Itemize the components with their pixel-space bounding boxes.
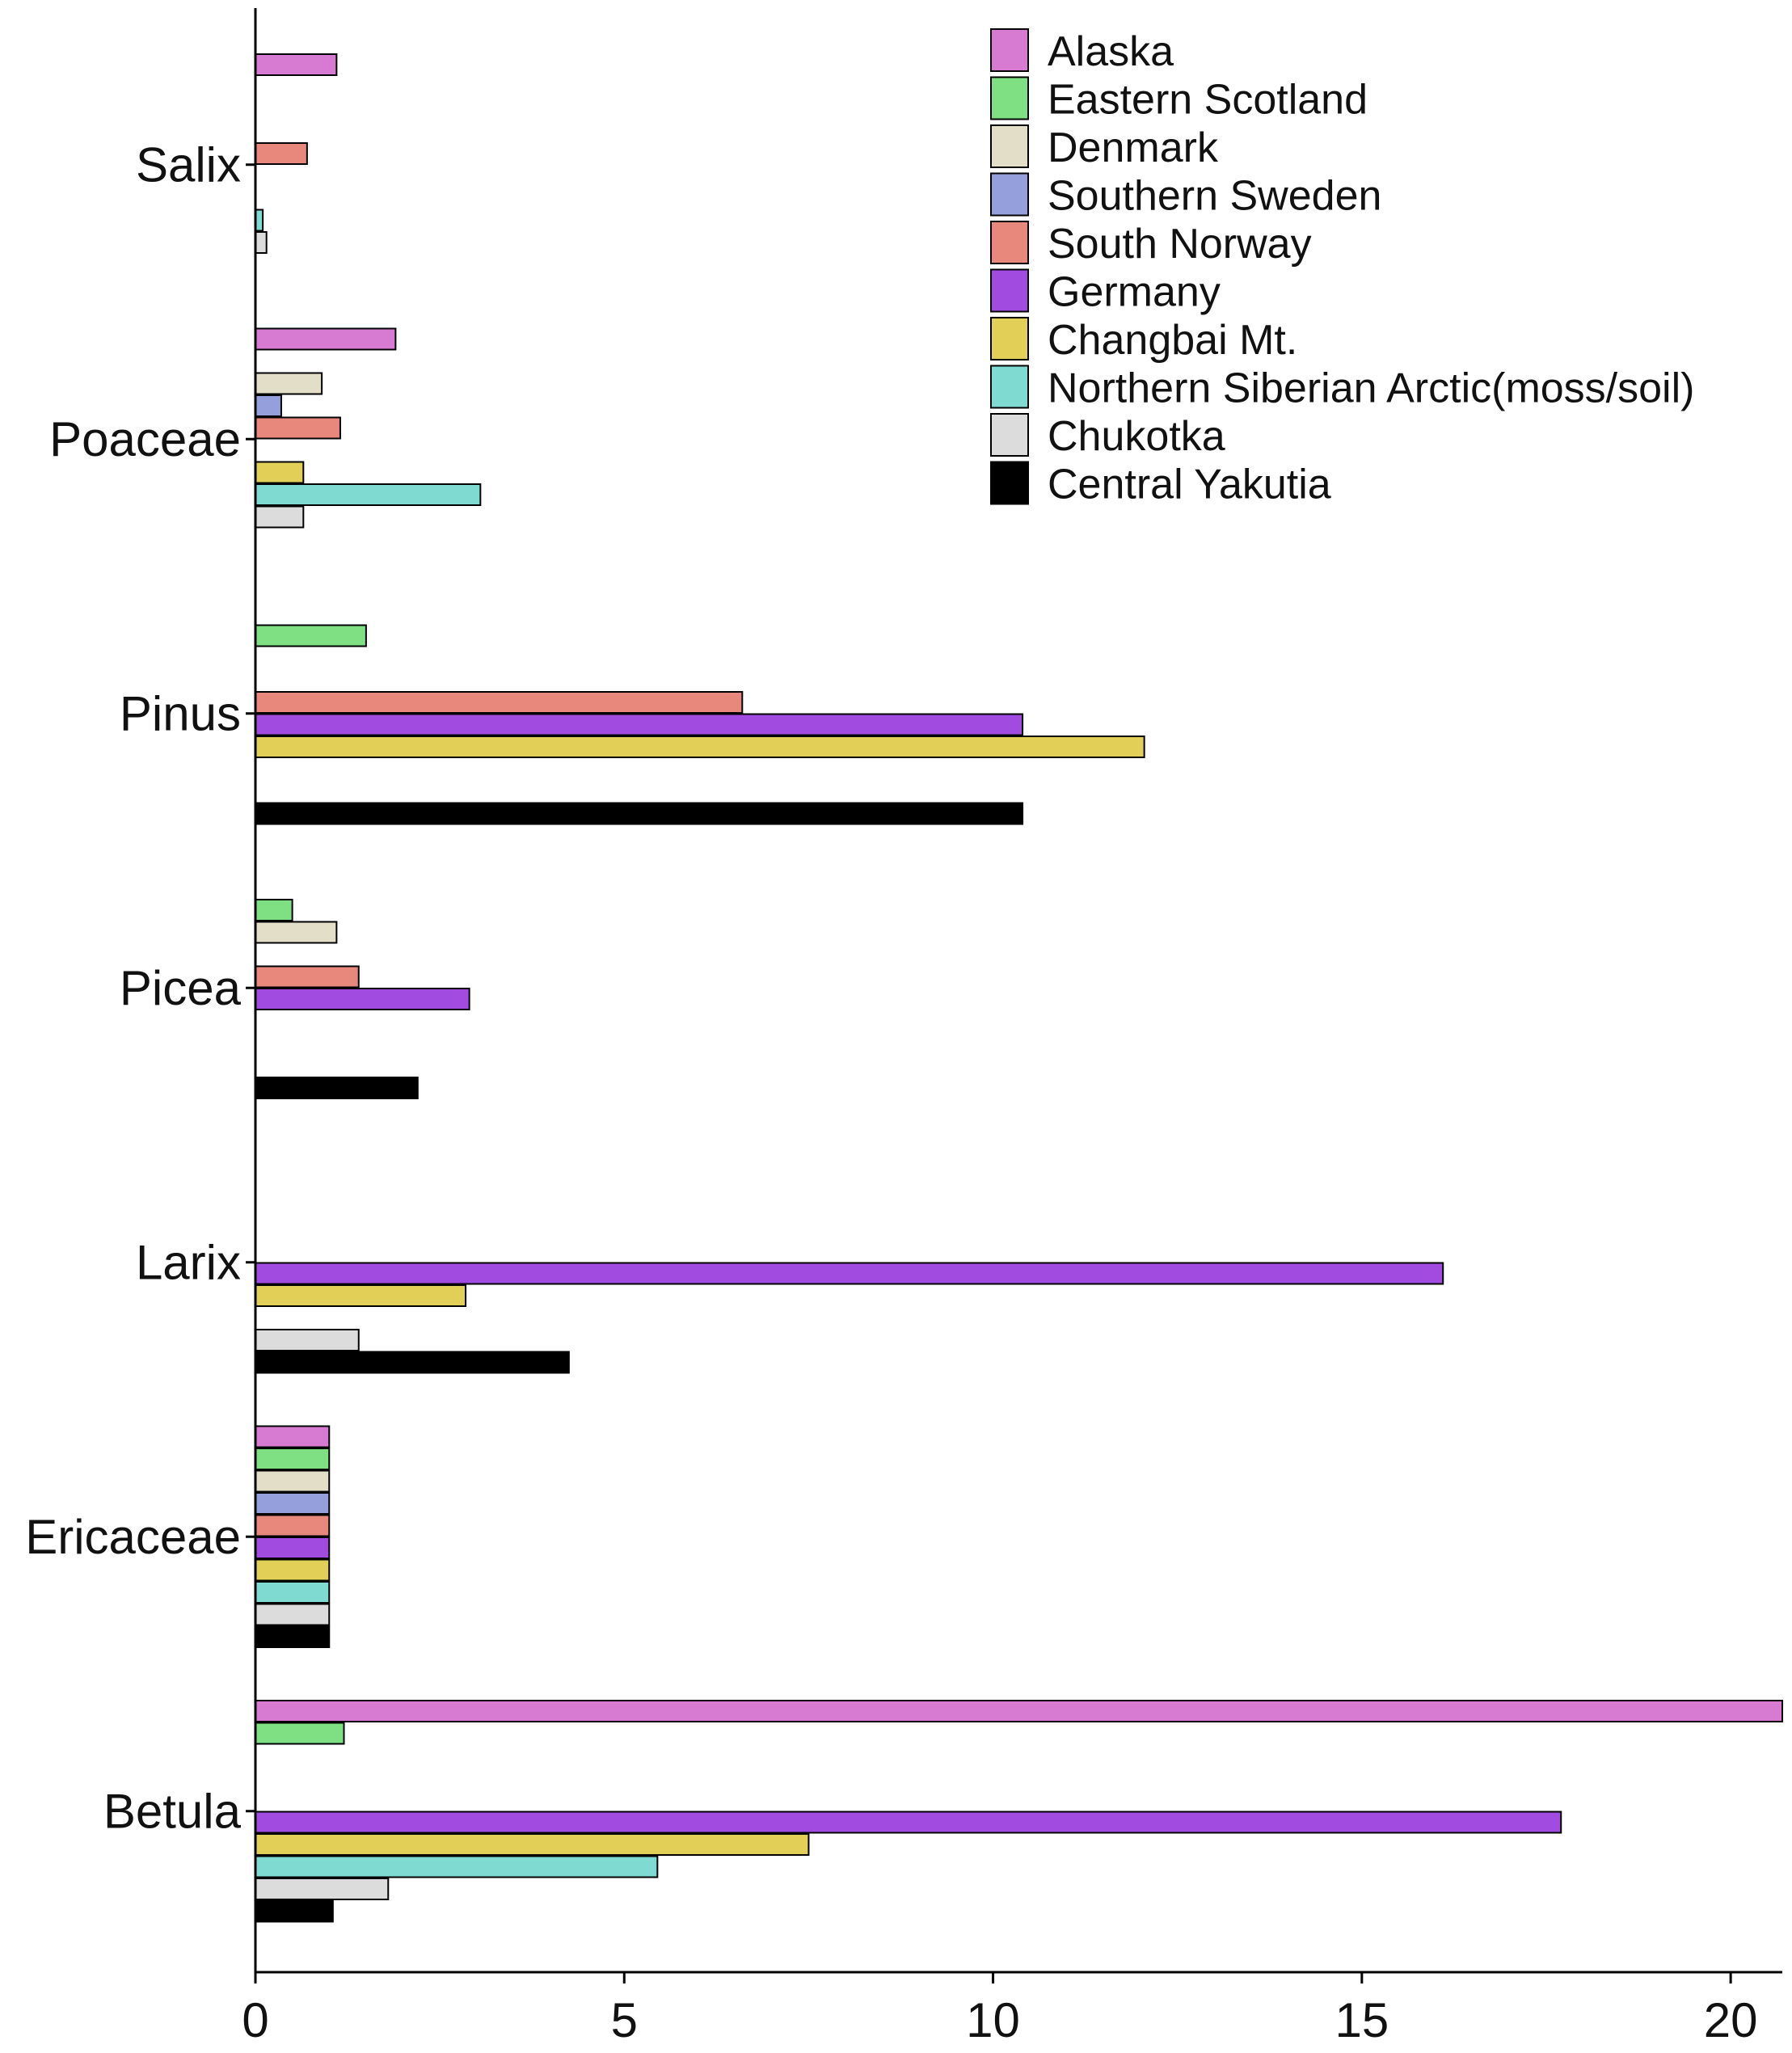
bar-ericaceae-alaska	[255, 1425, 331, 1448]
bar-betula-chukotka	[255, 1878, 390, 1900]
legend-key-southern-sweden	[990, 172, 1029, 217]
bar-ericaceae-germany	[255, 1537, 331, 1559]
category-label-salix: Salix	[136, 137, 241, 192]
bar-salix-chukotka	[255, 231, 268, 254]
bar-betula-changbai-mt	[255, 1833, 810, 1856]
category-label-poaceae: Poaceae	[49, 412, 241, 466]
bar-poaceae-northern-siberian-arctic-moss-soil	[255, 483, 482, 506]
x-tick-label: 0	[242, 1993, 268, 2047]
bar-ericaceae-denmark	[255, 1469, 331, 1493]
legend-key-alaska	[990, 28, 1029, 72]
bar-betula-northern-siberian-arctic-moss-soil	[255, 1855, 659, 1878]
bar-poaceae-alaska	[255, 327, 397, 351]
bar-picea-germany	[255, 988, 470, 1010]
legend-label-southern-sweden: Southern Sweden	[1048, 173, 1381, 220]
category-label-picea: Picea	[120, 961, 242, 1015]
bar-pinus-germany	[255, 713, 1024, 736]
bar-picea-central-yakutia	[255, 1077, 419, 1099]
bar-salix-south-norway	[255, 142, 308, 165]
bar-betula-eastern-scotland	[255, 1722, 345, 1745]
bar-larix-germany	[255, 1262, 1444, 1285]
bar-betula-germany	[255, 1811, 1562, 1834]
bar-ericaceae-changbai-mt	[255, 1558, 331, 1582]
legend-label-changbai-mt: Changbai Mt.	[1048, 317, 1297, 364]
bar-ericaceae-central-yakutia	[255, 1625, 331, 1648]
bar-poaceae-chukotka	[255, 505, 305, 529]
axes-layer: Salix Poaceae Pinus Picea Larix Ericaceae Betu…	[25, 8, 1782, 2047]
legend-key-changbai-mt	[990, 317, 1029, 360]
legend-key-germany	[990, 268, 1029, 313]
bar-picea-eastern-scotland	[255, 899, 293, 921]
bar-poaceae-southern-sweden	[255, 394, 282, 417]
legend-label-denmark: Denmark	[1048, 124, 1219, 171]
bar-ericaceae-northern-siberian-arctic-moss-soil	[255, 1581, 331, 1604]
bar-pinus-changbai-mt	[255, 736, 1145, 758]
bar-larix-central-yakutia	[255, 1351, 570, 1374]
legend-key-eastern-scotland	[990, 76, 1029, 120]
legend-label-south-norway: South Norway	[1048, 221, 1312, 268]
bar-ericaceae-south-norway	[255, 1514, 331, 1537]
legend-key-denmark	[990, 124, 1029, 168]
bar-larix-changbai-mt	[255, 1284, 467, 1307]
bar-picea-south-norway	[255, 965, 360, 989]
legend-label-northern-siberian-arctic-moss-soil: Northern Siberian Arctic(moss/soil)	[1048, 365, 1694, 412]
x-tick-label: 5	[611, 1993, 638, 2047]
bar-betula-central-yakutia	[255, 1899, 334, 1923]
bar-poaceae-denmark	[255, 372, 323, 395]
bar-ericaceae-eastern-scotland	[255, 1448, 331, 1470]
legend-label-alaska: Alaska	[1048, 28, 1174, 75]
legend-key-south-norway	[990, 221, 1029, 264]
legend-label-central-yakutia: Central Yakutia	[1048, 462, 1331, 508]
bar-ericaceae-southern-sweden	[255, 1492, 331, 1515]
x-tick-label: 20	[1704, 1993, 1758, 2047]
legend-label-eastern-scotland: Eastern Scotland	[1048, 77, 1368, 124]
category-label-pinus: Pinus	[120, 686, 241, 740]
x-tick-label: 15	[1335, 1993, 1389, 2047]
category-label-ericaceae: Ericaceae	[25, 1510, 241, 1564]
bar-larix-chukotka	[255, 1329, 360, 1351]
bar-pinus-central-yakutia	[255, 802, 1024, 825]
legend-label-chukotka: Chukotka	[1048, 413, 1225, 460]
bar-ericaceae-chukotka	[255, 1603, 331, 1626]
bar-picea-denmark	[255, 921, 338, 944]
category-label-larix: Larix	[136, 1235, 241, 1289]
bar-salix-alaska	[255, 53, 338, 76]
bar-pinus-south-norway	[255, 691, 744, 714]
legend-key-central-yakutia	[990, 461, 1029, 505]
legend-label-germany: Germany	[1048, 269, 1221, 316]
category-label-betula: Betula	[103, 1784, 242, 1838]
x-tick-label: 10	[966, 1993, 1020, 2047]
bar-poaceae-south-norway	[255, 416, 341, 440]
bar-poaceae-changbai-mt	[255, 461, 305, 484]
bar-betula-alaska	[255, 1700, 1783, 1722]
legend-key-chukotka	[990, 413, 1029, 457]
legend-key-northern-siberian-arctic-moss-soil	[990, 365, 1029, 409]
bar-pinus-eastern-scotland	[255, 624, 367, 647]
